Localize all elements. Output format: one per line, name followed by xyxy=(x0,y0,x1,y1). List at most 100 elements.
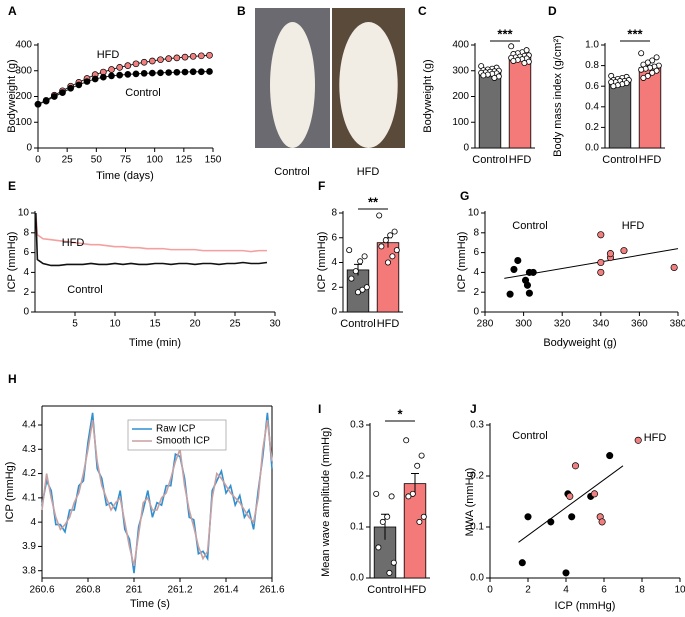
y-tick-label: 4 xyxy=(23,267,29,278)
x-tick-label: 260.6 xyxy=(29,585,54,596)
photo-subject xyxy=(339,22,398,148)
line xyxy=(35,212,268,267)
data-point xyxy=(571,462,580,470)
data-point xyxy=(389,253,396,260)
y-tick-label: 0.3 xyxy=(470,420,484,431)
data-point xyxy=(361,253,368,260)
line xyxy=(41,420,273,567)
y-tick-label: 4 xyxy=(331,257,337,268)
y-tick-label: 0.6 xyxy=(585,81,599,92)
data-point xyxy=(384,513,391,520)
x-axis-label: Time (days) xyxy=(96,170,154,182)
x-tick-label: 8 xyxy=(639,585,645,596)
data-point xyxy=(354,289,361,296)
data-point xyxy=(388,493,395,500)
marker xyxy=(189,68,197,76)
y-tick-label: 8 xyxy=(331,208,337,219)
marker xyxy=(116,71,124,79)
panel-letter: E xyxy=(8,179,16,193)
x-tick-label: 75 xyxy=(120,155,132,166)
data-point xyxy=(510,57,517,64)
y-tick-label: 10 xyxy=(18,208,30,219)
panel-letter: B xyxy=(237,4,246,18)
series-label: HFD xyxy=(622,220,645,232)
marker xyxy=(59,89,66,96)
y-axis-label: Bodyweight (g) xyxy=(6,59,18,132)
data-point xyxy=(649,69,656,76)
data-point xyxy=(529,268,537,276)
x-tick-label: 25 xyxy=(62,155,74,166)
marker xyxy=(206,51,213,59)
y-tick-label: 2 xyxy=(331,282,337,293)
series-label: Control xyxy=(512,220,547,232)
bar xyxy=(608,80,632,149)
marker xyxy=(148,69,156,77)
data-point xyxy=(638,66,645,73)
data-point xyxy=(391,228,398,235)
x-tick-label: 10 xyxy=(109,319,121,330)
x-tick-label: Control xyxy=(602,154,637,166)
y-tick-label: 4 xyxy=(30,517,36,528)
y-tick-label: 2 xyxy=(473,287,479,298)
x-tick-label: 261 xyxy=(126,585,143,596)
x-tick-label: 0 xyxy=(35,155,41,166)
data-point xyxy=(597,258,605,267)
x-tick-label: HFD xyxy=(377,318,400,330)
data-point xyxy=(653,54,660,61)
marker xyxy=(67,84,75,92)
x-tick-label: 100 xyxy=(146,155,163,166)
marker xyxy=(42,97,50,105)
marker xyxy=(181,53,189,61)
panel-letter: C xyxy=(418,4,427,18)
y-tick-label: 0 xyxy=(463,143,469,154)
data-point xyxy=(379,518,386,525)
panel-letter: I xyxy=(318,402,321,416)
data-point xyxy=(670,263,678,272)
y-tick-label: 3.9 xyxy=(22,541,36,552)
x-tick-label: 125 xyxy=(175,155,192,166)
photo-subject xyxy=(270,22,315,148)
y-tick-label: 8 xyxy=(23,227,29,238)
data-point xyxy=(521,60,528,67)
data-point xyxy=(525,289,533,297)
bar xyxy=(376,242,400,313)
data-point xyxy=(405,493,412,500)
y-axis-label: Mean wave amplitude (mmHg) xyxy=(320,427,332,577)
panel-letter: F xyxy=(318,179,325,193)
x-tick-label: 6 xyxy=(601,585,607,596)
y-tick-label: 8 xyxy=(473,227,479,238)
marker xyxy=(157,69,164,77)
marker xyxy=(116,64,124,71)
x-tick-label: 261.6 xyxy=(259,585,284,596)
data-point xyxy=(566,492,574,500)
y-tick-label: 1.0 xyxy=(585,40,599,51)
error-bar xyxy=(411,472,419,494)
marker xyxy=(165,55,173,62)
legend-label: Smooth ICP xyxy=(156,436,210,447)
x-tick-label: Control xyxy=(472,154,507,166)
data-point xyxy=(491,74,498,81)
y-tick-label: 4.4 xyxy=(22,420,36,431)
y-tick-label: 0.0 xyxy=(470,573,484,584)
data-point xyxy=(418,452,425,459)
data-point xyxy=(359,286,366,293)
data-point xyxy=(480,72,487,79)
x-tick-label: 380 xyxy=(670,319,685,330)
data-point xyxy=(373,490,380,497)
x-tick-label: 300 xyxy=(515,319,532,330)
marker xyxy=(189,52,197,60)
data-point xyxy=(598,518,606,526)
series-label: HFD xyxy=(644,432,667,444)
legend-box xyxy=(127,419,227,451)
y-tick-label: 4.1 xyxy=(22,492,36,503)
y-tick-label: 400 xyxy=(452,40,469,51)
y-axis-label: MWA (mmHg) xyxy=(464,468,476,537)
marker xyxy=(108,66,115,73)
legend-label: Raw ICP xyxy=(156,424,196,435)
y-tick-label: 6 xyxy=(23,247,29,258)
significance: *** xyxy=(497,26,513,41)
x-tick-label: 4 xyxy=(563,585,569,596)
marker xyxy=(124,71,132,78)
x-tick-label: Control xyxy=(367,584,402,596)
line xyxy=(37,54,210,105)
